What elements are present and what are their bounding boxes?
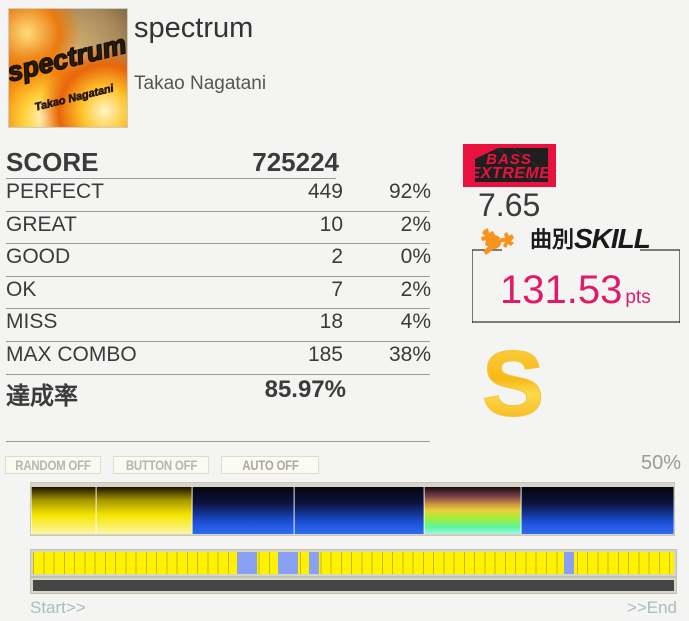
svg-text:EXTREME: EXTREME <box>470 165 552 182</box>
svg-text:S: S <box>483 343 543 433</box>
svg-text:SKILL: SKILL <box>574 223 650 254</box>
svg-text:曲別: 曲別 <box>530 227 574 252</box>
